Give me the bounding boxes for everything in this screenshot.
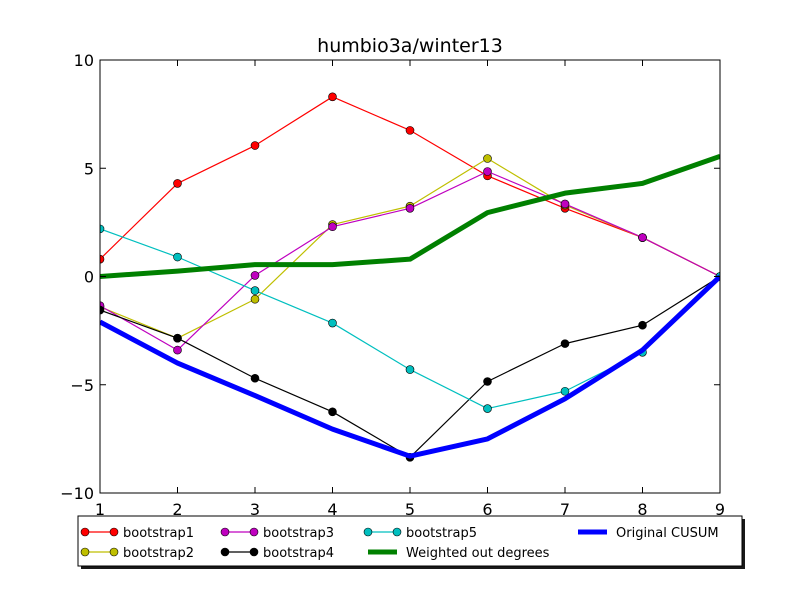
data-point-bootstrap5 xyxy=(250,286,260,295)
legend-label-bootstrap3: bootstrap3 xyxy=(263,526,334,541)
x-tick-label: 4 xyxy=(327,500,337,519)
data-point-bootstrap1 xyxy=(250,141,260,150)
legend-marker-bootstrap5 xyxy=(363,527,373,537)
data-point-bootstrap3 xyxy=(250,271,260,280)
x-tick-label: 9 xyxy=(715,500,725,519)
data-point-bootstrap4 xyxy=(100,305,105,315)
data-point-bootstrap3 xyxy=(483,167,492,176)
legend-box xyxy=(77,515,743,567)
x-tick-label: 2 xyxy=(172,500,182,519)
legend-label-original-cusum: Original CUSUM xyxy=(616,526,719,541)
data-point-bootstrap4 xyxy=(328,407,337,417)
data-point-bootstrap3 xyxy=(560,199,570,209)
data-point-bootstrap4 xyxy=(483,377,492,386)
legend-label-bootstrap5: bootstrap5 xyxy=(406,526,477,541)
series-line-weighted-out-degrees xyxy=(100,153,720,279)
x-tick-label: 3 xyxy=(250,500,260,519)
data-point-bootstrap3 xyxy=(328,222,337,232)
data-point-bootstrap5 xyxy=(560,386,570,396)
data-point-bootstrap4 xyxy=(250,373,260,383)
legend-marker-bootstrap2 xyxy=(80,547,90,557)
data-point-bootstrap1 xyxy=(405,126,415,135)
x-tick-label: 7 xyxy=(560,500,570,519)
plot-area: 1 2 3 4 5 6 7 8 9 −10 −5 0 5 10 xyxy=(60,51,725,519)
data-point-bootstrap4 xyxy=(638,320,647,330)
y-tick-label: 0 xyxy=(84,268,94,287)
series-group xyxy=(100,92,720,462)
data-point-bootstrap5 xyxy=(483,404,492,413)
y-tick-label: −10 xyxy=(60,484,94,503)
y-tick-label: 10 xyxy=(74,51,94,70)
data-point-bootstrap3 xyxy=(405,204,415,213)
data-point-bootstrap1 xyxy=(100,254,105,264)
data-point-bootstrap5 xyxy=(173,252,182,262)
data-point-bootstrap3 xyxy=(638,233,647,242)
x-tick-label: 8 xyxy=(637,500,647,519)
data-point-bootstrap1 xyxy=(173,179,182,188)
legend-marker-bootstrap5 xyxy=(392,527,402,537)
legend-marker-bootstrap2 xyxy=(109,547,119,557)
x-tick-label: 6 xyxy=(482,500,492,519)
legend-marker-bootstrap1 xyxy=(109,527,119,537)
legend-label-bootstrap4: bootstrap4 xyxy=(263,546,334,561)
data-point-bootstrap2 xyxy=(250,294,260,304)
legend-marker-bootstrap4 xyxy=(220,547,230,557)
legend-marker-bootstrap1 xyxy=(80,527,90,537)
data-point-bootstrap5 xyxy=(328,318,337,328)
legend-label-bootstrap2: bootstrap2 xyxy=(123,546,194,561)
chart-title: humbio3a/winter13 xyxy=(317,35,503,57)
data-point-bootstrap5 xyxy=(405,365,415,374)
data-point-bootstrap4 xyxy=(560,339,570,348)
data-point-bootstrap1 xyxy=(328,92,337,102)
legend-label-bootstrap1: bootstrap1 xyxy=(123,526,194,541)
data-point-bootstrap4 xyxy=(173,333,182,343)
legend-marker-bootstrap3 xyxy=(249,527,259,537)
series-line-original-cusum xyxy=(100,274,720,459)
x-tick-label: 1 xyxy=(95,500,105,519)
legend-marker-bootstrap4 xyxy=(249,547,259,557)
data-point-bootstrap5 xyxy=(100,224,105,234)
data-point-bootstrap2 xyxy=(483,154,492,163)
legend-label-weighted-out-degrees: Weighted out degrees xyxy=(406,546,550,561)
x-tick-label: 5 xyxy=(405,500,415,519)
data-point-bootstrap3 xyxy=(173,345,182,355)
y-tick-label: −5 xyxy=(70,376,94,395)
legend-marker-bootstrap3 xyxy=(220,527,230,537)
y-tick-label: 5 xyxy=(84,159,94,178)
plot-background xyxy=(100,60,720,493)
legend: bootstrap1 bootstrap2 bootstrap3 bootstrap4… xyxy=(77,515,745,569)
